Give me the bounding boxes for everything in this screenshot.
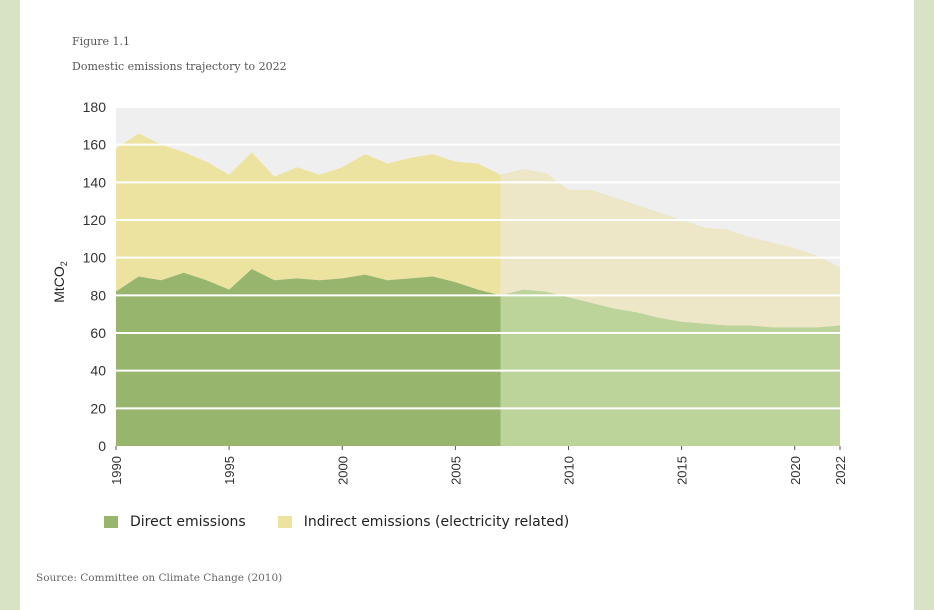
indirect-area-projected [500,169,840,328]
x-tick-label: 1990 [109,456,124,485]
x-axis-ticks: 1990 1995 2000 2005 2010 2015 2020 2022 [109,446,848,485]
y-tick-label: 140 [83,174,107,190]
y-axis-label: MtCO2 [51,261,69,303]
source-note: Source: Committee on Climate Change (201… [36,572,283,584]
y-tick-label: 100 [83,250,107,266]
y-axis-ticks: 0 20 40 60 80 100 120 140 160 180 [83,99,107,454]
x-tick-label: 2020 [788,456,803,485]
y-tick-label: 0 [98,438,106,454]
x-tick-label: 2022 [833,456,848,485]
y-tick-label: 180 [83,99,107,115]
x-tick-label: 2000 [335,456,350,485]
y-tick-label: 160 [83,137,107,153]
legend-swatch-indirect [277,516,292,528]
x-tick-label: 2015 [675,456,690,485]
x-tick-label: 2010 [562,456,577,485]
legend-item-direct: Direct emissions [104,514,246,530]
legend-label-indirect: Indirect emissions (electricity related) [303,514,570,530]
area-layer [116,133,840,446]
y-tick-label: 40 [90,363,106,379]
direct-area-historical [116,268,501,446]
legend-item-indirect: Indirect emissions (electricity related) [277,514,570,530]
legend-swatch-direct [104,516,118,528]
y-tick-label: 60 [90,325,106,341]
x-tick-label: 2005 [448,456,463,485]
y-tick-label: 80 [90,287,106,303]
indirect-area-historical [116,133,501,296]
y-tick-label: 120 [83,212,107,228]
y-tick-label: 20 [90,400,106,416]
legend-label-direct: Direct emissions [130,514,246,530]
x-tick-label: 1995 [222,456,237,485]
figure-label: Figure 1.1 [72,35,131,48]
direct-area-projected [500,289,840,446]
grid-lines [116,106,840,410]
figure-title: Domestic emissions trajectory to 2022 [72,60,287,73]
legend: Direct emissions Indirect emissions (ele… [104,514,601,530]
